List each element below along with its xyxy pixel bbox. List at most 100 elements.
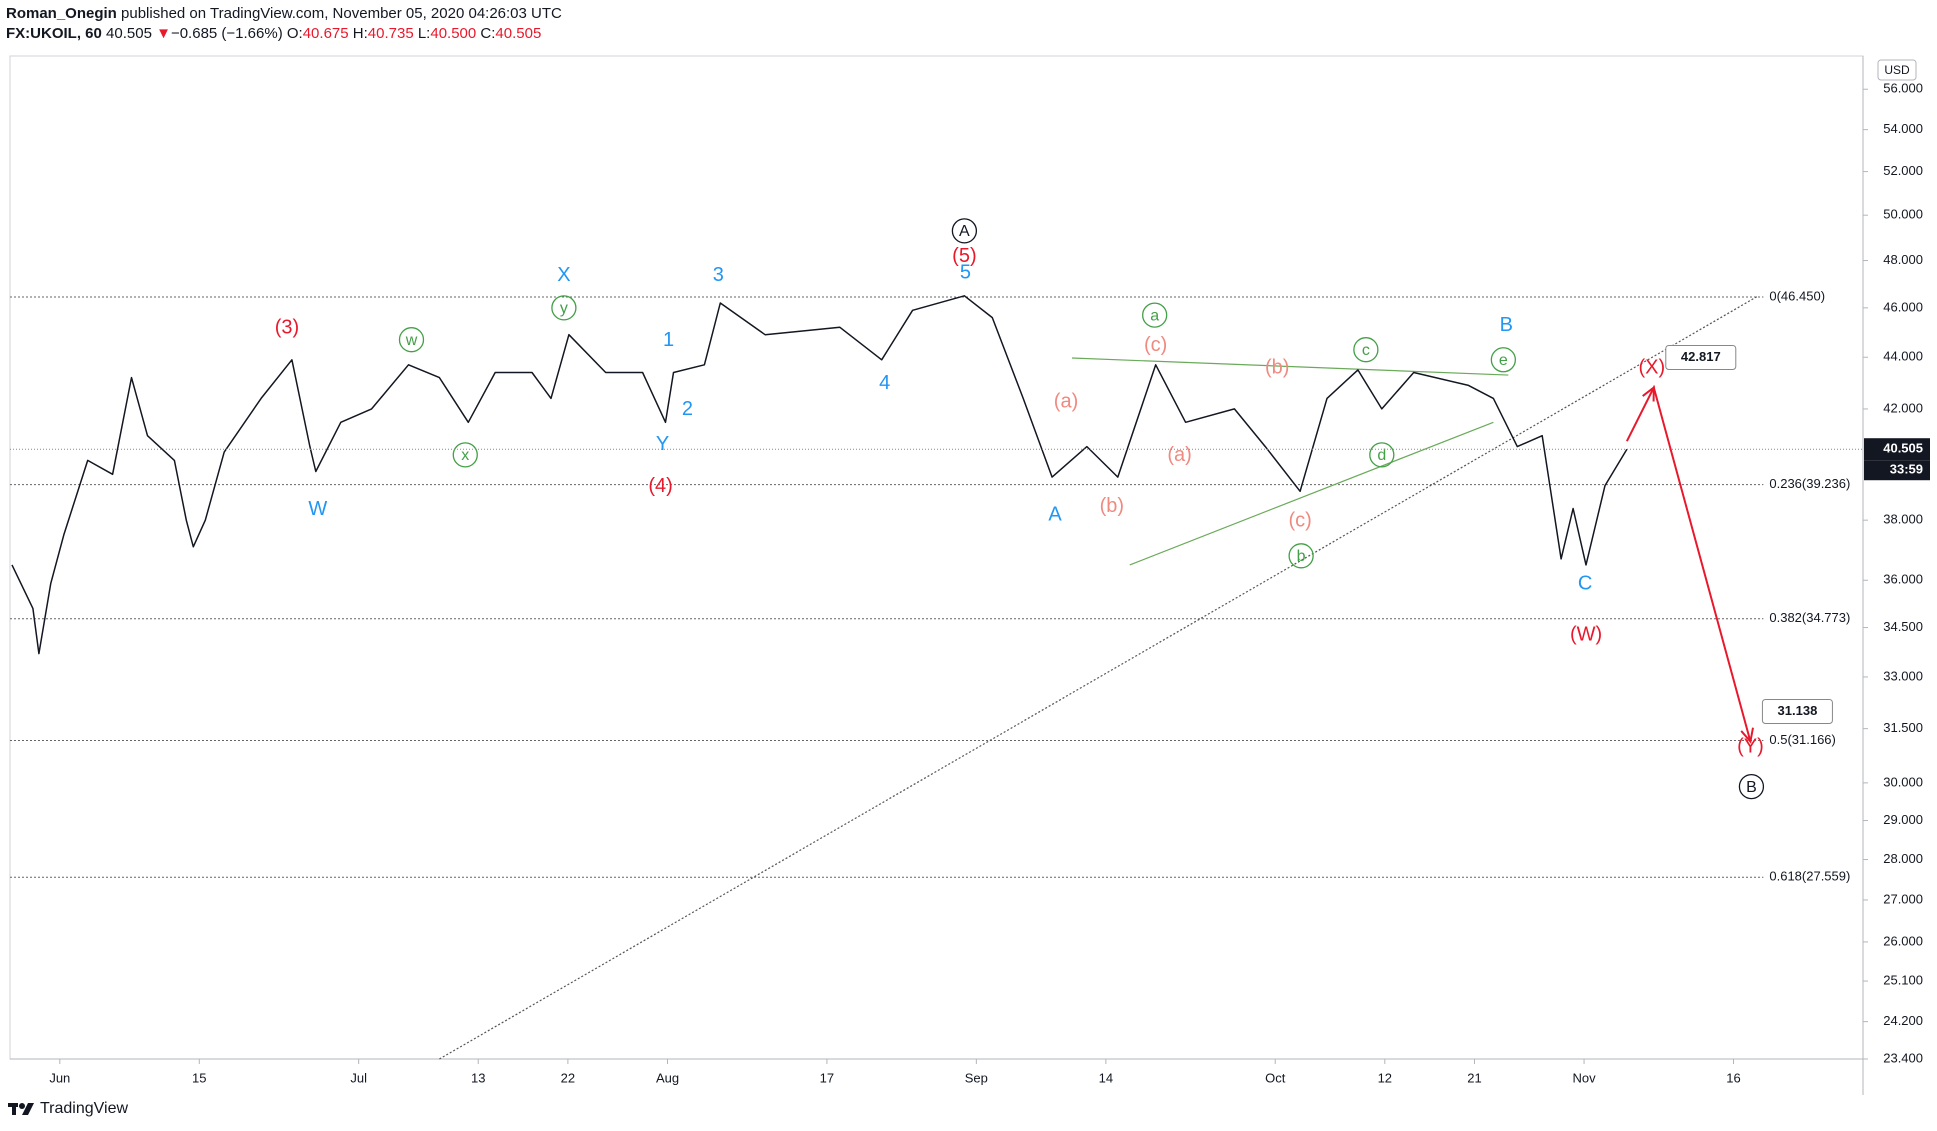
h-label: H: xyxy=(352,25,368,42)
y-tick-label: 29.000 xyxy=(1883,812,1923,827)
y-tick-label: 42.000 xyxy=(1883,400,1923,415)
wave-label: (3) xyxy=(275,317,299,339)
wave-label: x xyxy=(461,447,469,464)
y-tick-label: 27.000 xyxy=(1883,891,1923,906)
fib-label: 0.618(27.559) xyxy=(1769,869,1850,884)
trendline xyxy=(439,295,1759,1060)
y-tick-label: 44.000 xyxy=(1883,349,1923,364)
y-tick-label: 50.000 xyxy=(1883,207,1923,222)
close: 40.505 xyxy=(495,25,542,42)
wave-label: c xyxy=(1362,342,1370,359)
wave-label: (b) xyxy=(1265,357,1289,379)
wave-label: (a) xyxy=(1054,390,1078,412)
x-tick-label: 15 xyxy=(192,1070,206,1085)
trendline xyxy=(1071,357,1509,376)
last: 40.505 xyxy=(106,25,152,42)
price-line xyxy=(11,295,1628,655)
ohlc-line: FX:UKOIL, 60 40.505 ▼−0.685 (−1.66%) O:4… xyxy=(6,24,562,44)
trendline xyxy=(1129,421,1494,566)
target-box xyxy=(1665,345,1737,371)
wave-label: (5) xyxy=(952,245,976,267)
y-tick-label: 34.500 xyxy=(1883,619,1923,634)
wave-label: A xyxy=(1048,504,1062,526)
y-tick-label: 26.000 xyxy=(1883,933,1923,948)
wave-circle xyxy=(398,327,425,353)
wave-label: Y xyxy=(656,433,669,455)
wave-label: b xyxy=(1297,548,1306,565)
countdown-box xyxy=(1864,460,1930,481)
wave-circle xyxy=(1490,347,1517,373)
o-label: O: xyxy=(286,25,303,42)
y-tick-label: 38.000 xyxy=(1883,512,1923,527)
low: 40.500 xyxy=(430,25,477,42)
y-tick-label: 25.100 xyxy=(1883,972,1923,987)
wave-label: (4) xyxy=(648,475,672,497)
wave-circle xyxy=(951,218,978,244)
x-tick-label: Sep xyxy=(965,1070,988,1085)
target-label: 31.138 xyxy=(1778,703,1818,718)
arrow-head xyxy=(1642,385,1655,402)
wave-circle xyxy=(1738,773,1765,800)
logo xyxy=(8,1103,34,1115)
wave-label: y xyxy=(560,300,568,317)
y-tick-label: 48.000 xyxy=(1883,252,1923,267)
wave-circle xyxy=(1142,302,1168,328)
x-tick-label: Jul xyxy=(350,1070,367,1085)
wave-label: X xyxy=(557,264,570,286)
y-tick-label: 28.000 xyxy=(1883,851,1923,866)
currency-box[interactable] xyxy=(1877,59,1917,81)
y-tick-label: 31.500 xyxy=(1883,720,1923,735)
wave-circle xyxy=(551,295,577,321)
chart: USD 56.000 54.000 52.000 50.000 48.000 46.000… xyxy=(9,55,1930,1095)
y-tick-label: 36.000 xyxy=(1883,572,1923,587)
wave-label: B xyxy=(1500,314,1513,336)
target-label: 42.817 xyxy=(1681,349,1721,364)
wave-label: 4 xyxy=(879,372,890,394)
wave-circle xyxy=(1288,543,1314,569)
wave-label: (X) xyxy=(1638,357,1665,379)
published: published on TradingView.com, November 0… xyxy=(121,5,562,22)
wave-label: 3 xyxy=(713,264,724,286)
wave-label: a xyxy=(1150,307,1159,324)
symbol: FX:UKOIL, 60 xyxy=(6,25,102,42)
open: 40.675 xyxy=(302,25,349,42)
wave-label: (a) xyxy=(1167,444,1191,466)
y-tick-label: 30.000 xyxy=(1883,774,1923,789)
wave-label: (c) xyxy=(1288,509,1311,531)
wave-circle xyxy=(1369,442,1395,468)
wave-label: 1 xyxy=(663,329,674,351)
wave-label: W xyxy=(308,498,327,520)
l-label: L: xyxy=(417,25,431,42)
wave-label: B xyxy=(1746,779,1757,796)
x-tick-label: 21 xyxy=(1467,1070,1481,1085)
wave-label: 2 xyxy=(682,398,693,420)
y-tick-label: 33.000 xyxy=(1883,668,1923,683)
x-tick-label: 22 xyxy=(561,1070,575,1085)
author[interactable]: Roman_Onegin xyxy=(6,5,117,22)
wave-circle xyxy=(452,442,478,468)
high: 40.735 xyxy=(367,25,414,42)
x-tick-label: 17 xyxy=(820,1070,834,1085)
last-price-label: 40.505 xyxy=(1883,441,1923,456)
wave-label: (b) xyxy=(1100,495,1124,517)
countdown: 33:59 xyxy=(1890,462,1923,477)
x-tick-label: Jun xyxy=(49,1070,70,1085)
x-tick-label: 13 xyxy=(471,1070,485,1085)
footer: TradingView xyxy=(8,1100,128,1118)
arrow-head xyxy=(1740,727,1754,744)
y-tick-label: 46.000 xyxy=(1883,299,1923,314)
currency: USD xyxy=(1884,63,1910,77)
fib-label: 0.5(31.166) xyxy=(1769,732,1836,747)
wave-label: (Y) xyxy=(1737,736,1764,758)
down-arrow: ▼ xyxy=(156,25,171,42)
wave-label: d xyxy=(1377,447,1386,464)
wave-circle xyxy=(1353,337,1379,363)
x-tick-label: 12 xyxy=(1378,1070,1392,1085)
wave-label: A xyxy=(959,223,970,240)
x-tick-label: Aug xyxy=(656,1070,679,1085)
header: Roman_Onegin published on TradingView.co… xyxy=(6,4,562,44)
y-tick-label: 24.200 xyxy=(1883,1013,1923,1028)
change: −0.685 (−1.66%) xyxy=(170,25,283,42)
wave-label: 5 xyxy=(960,261,971,283)
target-box xyxy=(1761,699,1833,725)
